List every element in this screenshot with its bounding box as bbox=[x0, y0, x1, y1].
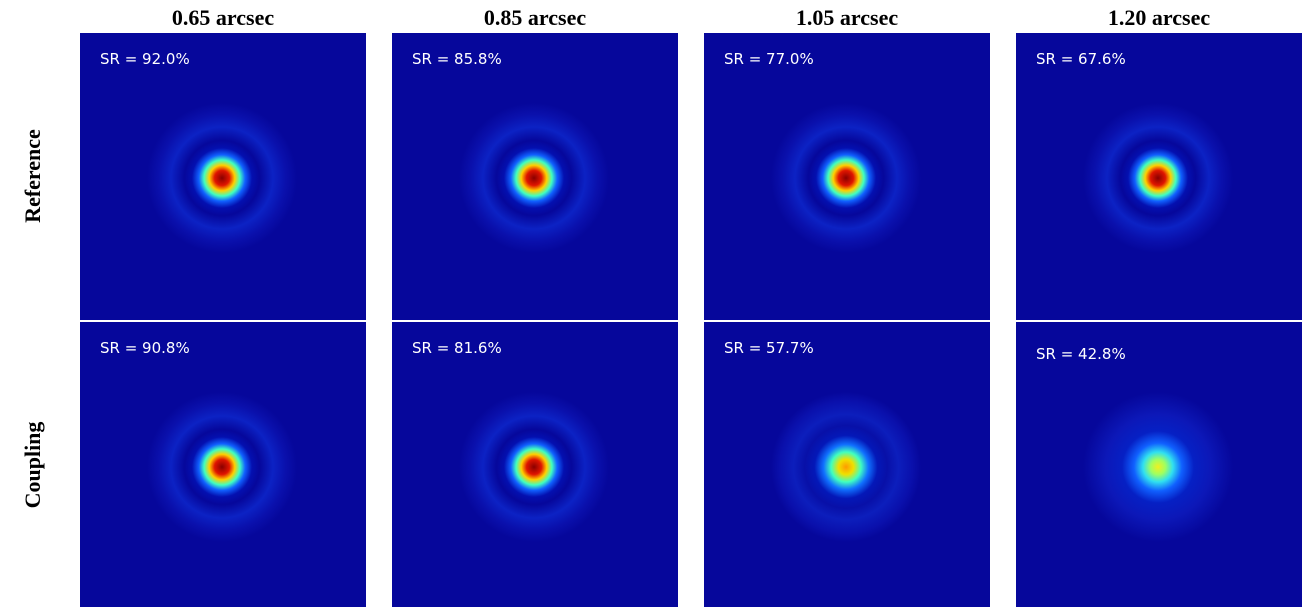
psf-spot bbox=[147, 103, 297, 253]
psf-spot bbox=[459, 103, 609, 253]
psf-spot bbox=[1083, 392, 1233, 542]
column-title: 0.85 arcsec bbox=[484, 5, 586, 30]
strehl-ratio: SR = 77.0% bbox=[724, 50, 814, 68]
strehl-ratio: SR = 57.7% bbox=[724, 339, 814, 357]
strehl-ratio: SR = 42.8% bbox=[1036, 345, 1126, 363]
psf-spot bbox=[771, 103, 921, 253]
psf-spot bbox=[1083, 103, 1233, 253]
psf-spot bbox=[147, 392, 297, 542]
strehl-ratio: SR = 92.0% bbox=[100, 50, 190, 68]
strehl-ratio: SR = 81.6% bbox=[412, 339, 502, 357]
strehl-ratio: SR = 90.8% bbox=[100, 339, 190, 357]
strehl-ratio: SR = 67.6% bbox=[1036, 50, 1126, 68]
psf-spot bbox=[459, 392, 609, 542]
row-label: Coupling bbox=[20, 422, 45, 509]
column-title: 0.65 arcsec bbox=[172, 5, 274, 30]
column-title: 1.05 arcsec bbox=[796, 5, 898, 30]
column-title: 1.20 arcsec bbox=[1108, 5, 1210, 30]
strehl-ratio: SR = 85.8% bbox=[412, 50, 502, 68]
row-label: Reference bbox=[20, 129, 45, 223]
psf-spot bbox=[771, 392, 921, 542]
